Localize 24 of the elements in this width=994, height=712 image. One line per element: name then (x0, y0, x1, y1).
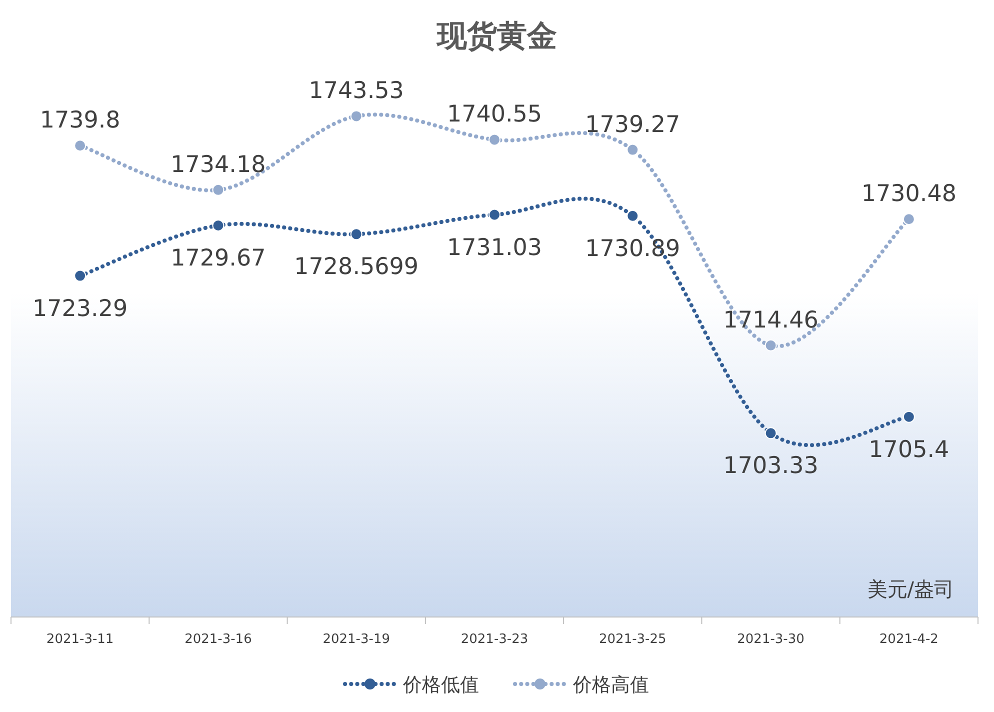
data-label: 1739.8 (40, 108, 120, 134)
x-tick-label: 2021-3-25 (599, 632, 666, 647)
title: 现货黄金 (437, 19, 557, 54)
data-label: 1730.48 (861, 181, 956, 208)
point (212, 184, 224, 196)
point (488, 134, 500, 146)
data-label: 1743.53 (308, 78, 404, 104)
legend-label: 价格低值 (402, 674, 479, 696)
x-tick-label: 2021-3-16 (184, 632, 252, 647)
x-tick-label: 2021-3-19 (322, 632, 390, 647)
data-label: 1740.55 (446, 102, 542, 128)
x-tick-label: 2021-3-23 (460, 632, 528, 647)
data-label: 1705.4 (868, 436, 950, 463)
x-tick-label: 2021-3-11 (46, 632, 114, 647)
annotation: 美元/盎司 (867, 577, 954, 601)
data-label: 1734.18 (170, 152, 266, 178)
data-label: 1703.33 (723, 453, 818, 480)
x-tick-label: 2021-3-30 (737, 632, 804, 647)
point (350, 110, 362, 122)
legend-label: 价格高值 (572, 674, 649, 696)
x-tick-label: 2021-4-2 (879, 632, 938, 647)
point (626, 144, 639, 156)
data-label: 1739.27 (585, 112, 680, 138)
point (74, 140, 86, 152)
